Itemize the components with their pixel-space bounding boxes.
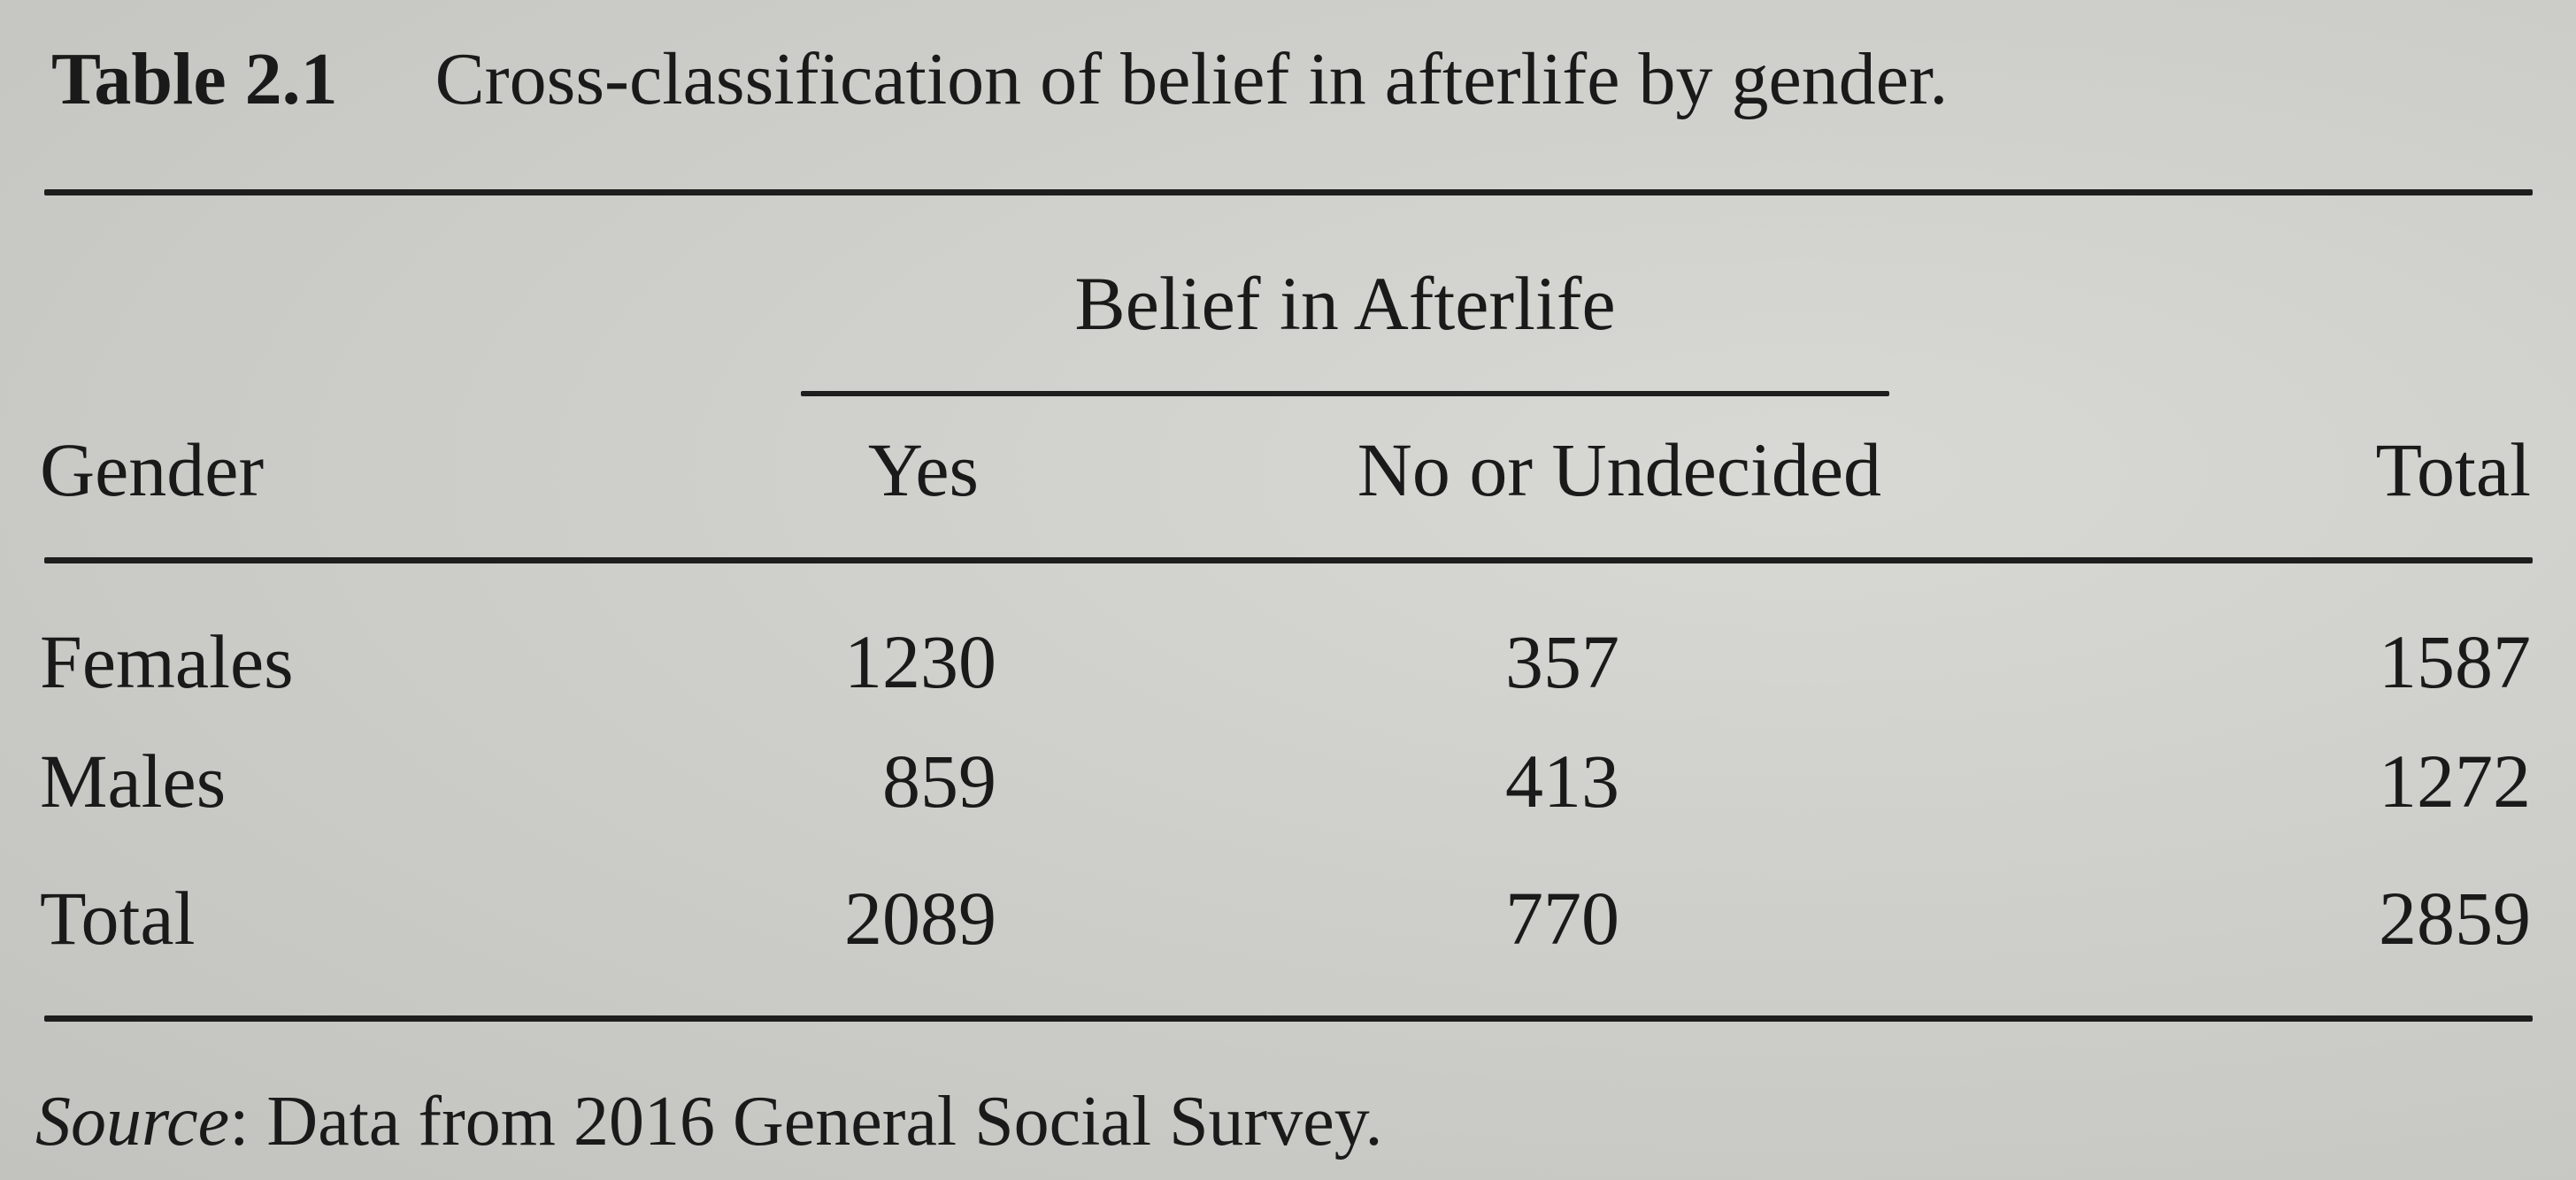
row-total: 1272 — [2379, 739, 2531, 824]
table-source-note: Source: Data from 2016 General Social Su… — [35, 1086, 1383, 1157]
row-no: 357 — [1505, 619, 1619, 704]
source-label: Source — [35, 1083, 230, 1161]
row-no: 770 — [1505, 876, 1619, 961]
row-yes: 859 — [882, 739, 996, 824]
table-caption: Table 2.1 Cross-classification of belief … — [51, 42, 1948, 117]
column-header-yes: Yes — [867, 427, 979, 512]
column-header-total: Total — [2375, 427, 2532, 512]
table-title: Cross-classification of belief in afterl… — [434, 38, 1949, 120]
row-yes: 2089 — [844, 876, 996, 961]
column-header-no: No or Undecided — [1357, 427, 1881, 512]
row-gender: Males — [40, 739, 227, 824]
row-no: 413 — [1505, 739, 1619, 824]
row-total: 2859 — [2379, 876, 2531, 961]
bottom-rule — [44, 1015, 2533, 1022]
spanner-rule — [801, 391, 1889, 396]
top-rule — [44, 189, 2533, 195]
row-yes: 1230 — [844, 619, 996, 704]
row-gender: Total — [40, 876, 196, 961]
row-total: 1587 — [2379, 619, 2531, 704]
table-label: Table 2.1 — [51, 38, 338, 120]
source-text: : Data from 2016 General Social Survey. — [229, 1083, 1383, 1161]
row-gender: Females — [40, 619, 294, 704]
header-rule — [44, 557, 2533, 563]
spanner-header: Belief in Afterlife — [1074, 261, 1616, 346]
column-header-gender: Gender — [40, 427, 265, 512]
